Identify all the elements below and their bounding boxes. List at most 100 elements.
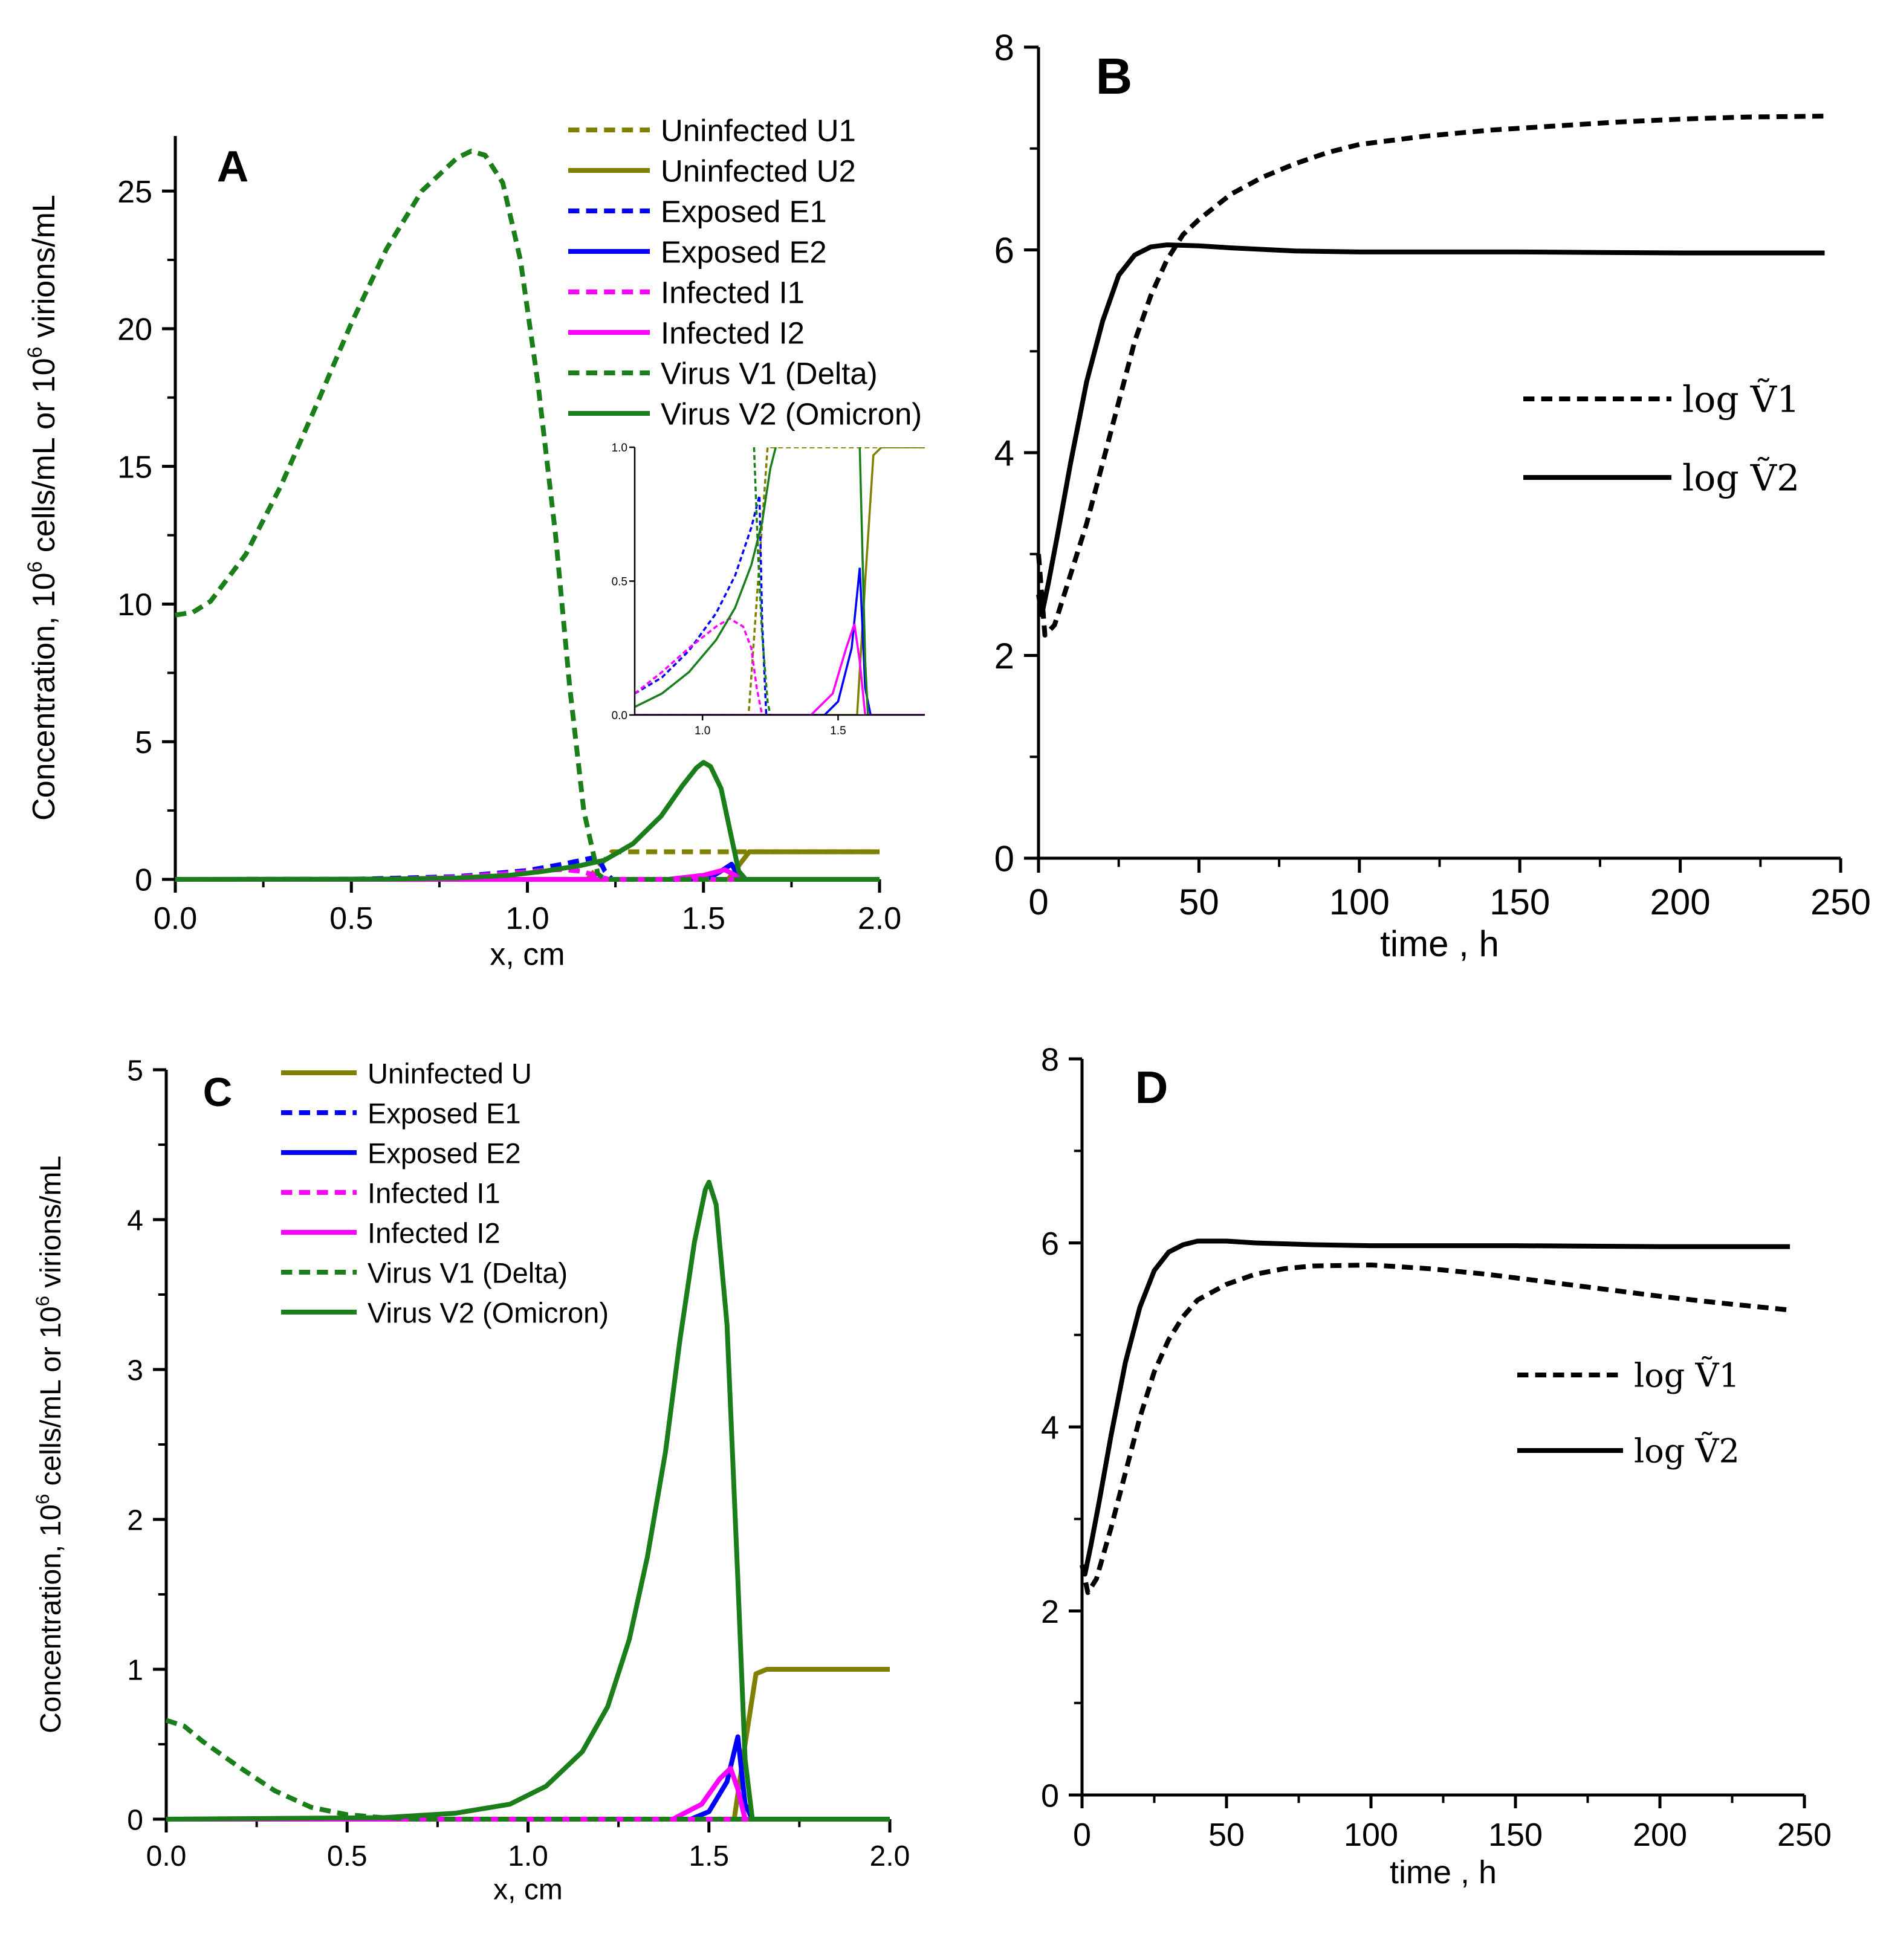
- y-tick-label: 0: [994, 839, 1014, 879]
- x-axis-label: time , h: [1390, 1854, 1497, 1890]
- legend: Uninfected U Exposed E1 Exposed E2 Infected…: [281, 1057, 609, 1328]
- x-tick-label: 0.5: [327, 1840, 368, 1872]
- x-tick-label: 200: [1633, 1817, 1687, 1853]
- panel-label: B: [1096, 48, 1133, 105]
- y-axis-label-exponent: 6: [32, 1494, 53, 1504]
- y-axis-label-part: virions/mL: [35, 1156, 67, 1296]
- legend-label: log Ṽ2: [1682, 457, 1800, 500]
- x-tick-label: 50: [1208, 1817, 1245, 1853]
- series-line-virus-v1-delta-: [165, 1718, 890, 1822]
- x-tick-label: 100: [1329, 882, 1390, 922]
- y-tick-label: 4: [127, 1205, 143, 1237]
- inset-series-line: [635, 495, 768, 715]
- panel-label: A: [217, 142, 249, 191]
- x-axis-label: x, cm: [490, 937, 565, 972]
- series-line-log-1: [1036, 114, 1825, 638]
- y-tick-label: 2: [1041, 1594, 1059, 1630]
- inset-series-line: [635, 447, 777, 708]
- x-tick-label: 100: [1344, 1817, 1398, 1853]
- x-tick-label: 1.0: [508, 1840, 548, 1872]
- legend-label: Virus V1 (Delta): [368, 1257, 568, 1289]
- inset-y-tick-label: 0.0: [612, 710, 627, 722]
- panel-C: 0.0 0.5 1.0 1.5 2.0 0 1 2 3 4 5 x, cm Concentration,…: [32, 1055, 910, 1906]
- y-axis-label: Concentration, 106 cells/mL or 106 virio…: [32, 1156, 67, 1733]
- x-tick-label: 250: [1810, 882, 1871, 922]
- y-tick-label: 10: [117, 587, 152, 623]
- y-tick-label: 25: [117, 175, 152, 210]
- series-line-log-2: [1080, 1238, 1790, 1577]
- legend-label: Exposed E2: [661, 235, 827, 270]
- y-tick-label: 2: [127, 1504, 143, 1536]
- y-tick-label: 0: [127, 1804, 143, 1836]
- y-tick-label: 4: [1041, 1409, 1059, 1446]
- inset-x-tick-label: 1.5: [830, 725, 846, 737]
- x-tick-label: 1.5: [689, 1840, 729, 1872]
- y-tick-label: 0: [1041, 1777, 1059, 1814]
- x-axis-label: x, cm: [493, 1874, 563, 1906]
- series-line-exposed-e1: [175, 854, 880, 882]
- x-tick-label: 0.0: [146, 1840, 187, 1872]
- inset-series: [635, 447, 925, 715]
- legend: Uninfected U1 Uninfected U2 Exposed E1 Expo…: [568, 114, 922, 432]
- x-tick-label: 250: [1777, 1817, 1832, 1853]
- legend: log Ṽ1 log Ṽ2: [1523, 378, 1800, 500]
- y-tick-label: 1: [127, 1654, 143, 1686]
- x-axis-label: time , h: [1380, 923, 1499, 964]
- legend-label: Infected I1: [368, 1177, 501, 1209]
- x-tick-label: 0.0: [154, 901, 197, 936]
- inset-y-tick-label: 0.5: [612, 576, 627, 589]
- x-tick-label: 2.0: [870, 1840, 910, 1872]
- y-tick-label: 8: [1041, 1041, 1059, 1078]
- legend-label: Uninfected U: [368, 1057, 532, 1089]
- inset-series-line: [858, 447, 869, 715]
- y-axis-label-part: Concentration, 10: [35, 1504, 67, 1733]
- y-tick-label: 5: [135, 725, 152, 760]
- series-line-exposed-e2: [166, 1734, 890, 1822]
- series-line-log-2: [1036, 242, 1825, 618]
- series-line-log-1: [1080, 1263, 1790, 1596]
- legend-label: Uninfected U1: [661, 114, 856, 148]
- legend-label: Uninfected U2: [661, 154, 856, 189]
- legend-label: log Ṽ2: [1634, 1431, 1740, 1470]
- x-tick-label: 50: [1179, 882, 1219, 922]
- y-tick-label: 4: [994, 433, 1014, 474]
- y-tick-label: 5: [127, 1055, 143, 1087]
- legend-label: Exposed E1: [368, 1097, 521, 1129]
- legend-label: Infected I2: [661, 316, 805, 351]
- y-axis-label-exponent: 6: [24, 561, 47, 573]
- legend-label: Virus V2 (Omicron): [368, 1296, 609, 1328]
- legend: log Ṽ1 log Ṽ2: [1517, 1356, 1740, 1470]
- legend-label: Infected I1: [661, 276, 805, 310]
- series-line-virus-v1-delta-: [175, 149, 880, 882]
- series-line-infected-i2: [166, 1765, 890, 1822]
- inset-series-line: [635, 623, 925, 715]
- panel-A: 0.0 0.5 1.0 1.5 2.0 0 5 10 15 20 25 x, cm Concentrat…: [24, 114, 925, 972]
- y-tick-label: 0: [135, 863, 152, 898]
- inset-chart: 1.0 1.5 0.0 0.5 1.0: [612, 442, 925, 737]
- y-axis-label-part: virions/mL: [27, 195, 62, 346]
- legend-label: log Ṽ1: [1682, 378, 1800, 421]
- y-axis-label-part: cells/mL or 10: [35, 1306, 67, 1493]
- inset-series-line: [635, 447, 925, 715]
- inset-background: [635, 447, 925, 715]
- y-axis-label-exponent: 6: [32, 1296, 53, 1306]
- legend-label: Virus V1 (Delta): [661, 357, 878, 391]
- x-tick-label: 200: [1650, 882, 1711, 922]
- panel-label: D: [1135, 1062, 1168, 1113]
- y-axis-label-part: Concentration, 10: [27, 572, 62, 821]
- x-tick-label: 1.0: [505, 901, 549, 936]
- legend-label: log Ṽ1: [1634, 1356, 1740, 1394]
- legend-label: Exposed E2: [368, 1137, 521, 1169]
- x-tick-label: 150: [1488, 1817, 1543, 1853]
- series-line-virus-v2-omicron-: [166, 1180, 890, 1822]
- y-tick-label: 20: [117, 312, 152, 348]
- legend-label: Infected I2: [368, 1217, 501, 1249]
- y-axis-label: Concentration, 106 cells/mL or 106 virio…: [24, 195, 62, 821]
- x-tick-label: 1.5: [682, 901, 725, 936]
- inset-y-tick-label: 1.0: [612, 442, 627, 454]
- panel-label: C: [203, 1070, 233, 1115]
- y-tick-label: 15: [117, 450, 152, 485]
- x-tick-label: 0: [1073, 1817, 1091, 1853]
